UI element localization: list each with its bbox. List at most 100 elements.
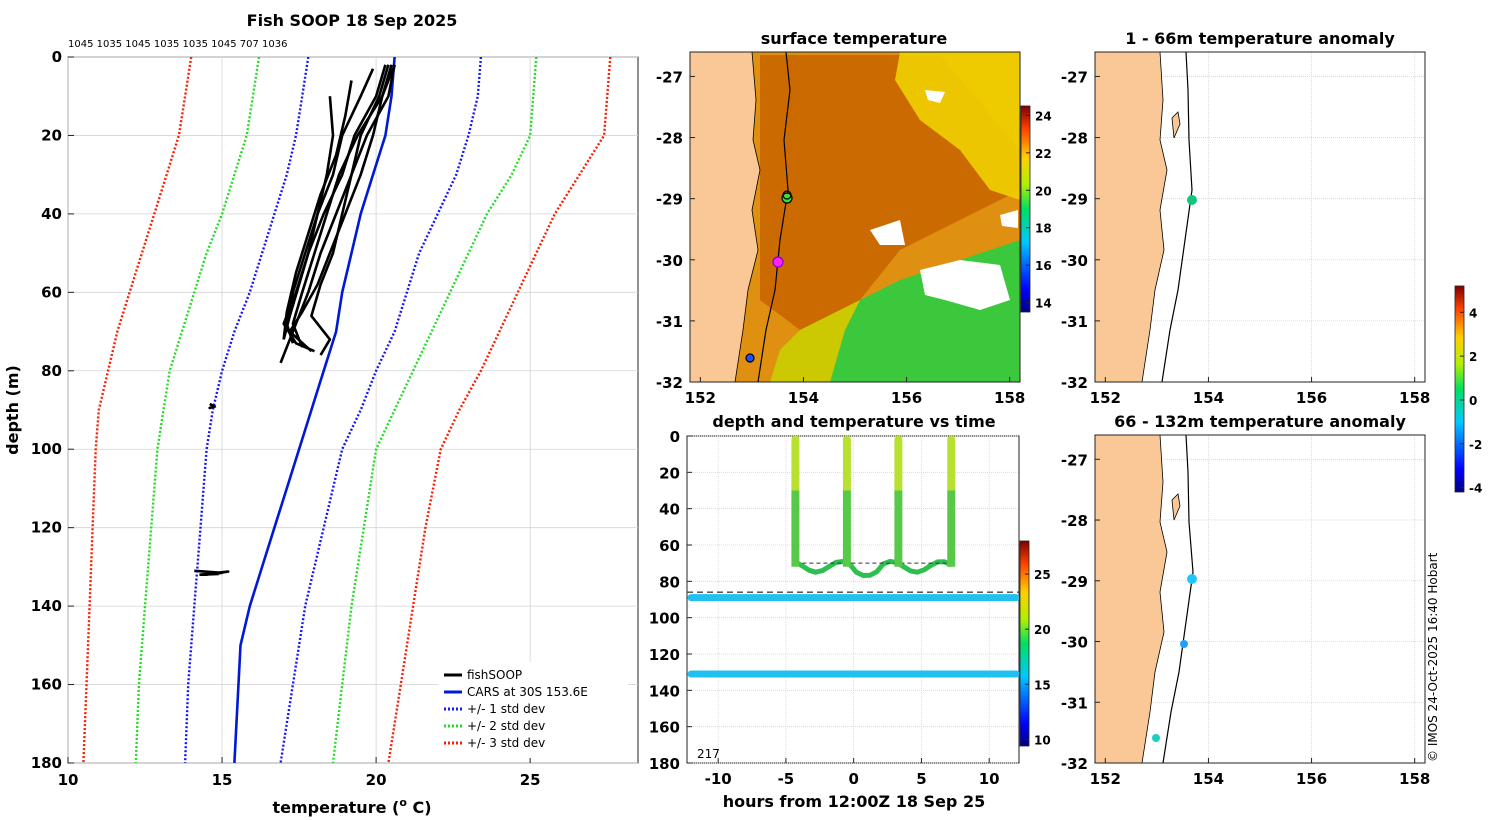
- anomaly-colorbar-tick-label: -4: [1469, 482, 1482, 496]
- anom-shallow-xtick-label: 154: [1193, 389, 1224, 407]
- anomaly-colorbar-tick-label: 0: [1469, 394, 1477, 408]
- surface-map-ytick-label: -31: [656, 313, 683, 331]
- surface-cast-marker: [781, 192, 793, 204]
- timeseries-ytick-label: 60: [659, 537, 680, 555]
- timeseries-ytick-label: 160: [649, 719, 680, 737]
- timeseries-xlabel: hours from 12:00Z 18 Sep 25: [723, 792, 985, 811]
- profile-legend: fishSOOP CARS at 30S 153.6E +/- 1 std de…: [438, 662, 628, 758]
- timeseries-xtick-label: -10: [705, 770, 732, 788]
- surface-map-ytick-label: -29: [656, 191, 683, 209]
- profile-panel: Fish SOOP 18 Sep 2025 1045 1035 1045 103…: [3, 11, 639, 817]
- legend-label-std3: +/- 3 std dev: [467, 736, 545, 750]
- anom-deep-ytick-label: -29: [1061, 573, 1088, 591]
- timeseries-bottom-track: [794, 558, 953, 578]
- sst-colorbar-tick-label: 22: [1035, 147, 1052, 161]
- surface-map-ytick-label: -28: [656, 130, 683, 148]
- anom-deep-ytick-label: -31: [1061, 694, 1088, 712]
- anomaly-colorbar-tick-label: 4: [1469, 306, 1477, 320]
- profile-title: Fish SOOP 18 Sep 2025: [247, 11, 458, 30]
- profile-series-line: [279, 57, 483, 763]
- fishsoop-cast-line: [208, 402, 217, 410]
- timeseries-ytick-label: 80: [659, 573, 680, 591]
- timeseries-colorbar-tick-label: 10: [1034, 733, 1051, 747]
- anom-shallow-xtick-label: 158: [1399, 389, 1430, 407]
- sst-white-gaps: [870, 90, 1018, 310]
- surface-map-ytick-label: -30: [656, 252, 683, 270]
- legend-label-std2: +/- 2 std dev: [467, 719, 545, 733]
- profile-xlabel: temperature (o C): [272, 796, 431, 817]
- anom-shallow-ytick-label: -30: [1061, 252, 1088, 270]
- profile-ytick-label: 80: [41, 362, 62, 380]
- surface-map-ytick-label: -32: [656, 374, 683, 392]
- timeseries-panel: depth and temperature vs time -10 -5 0 5 100…: [649, 412, 1051, 811]
- anomaly-colorbar-tick-label: -2: [1469, 438, 1482, 452]
- anom-deep-xtick-label: 154: [1193, 770, 1224, 788]
- anom-deep-title: 66 - 132m temperature anomaly: [1114, 412, 1406, 431]
- sst-colorbar-tick-label: 16: [1035, 259, 1052, 273]
- anom-deep-frame: [1094, 434, 1426, 764]
- profile-xtick-label: 10: [58, 771, 79, 789]
- profile-series-line: [134, 57, 261, 763]
- anom-deep-ticks: 152 154 156 158 -27 -28 -29 -30 -31 -32: [1061, 451, 1430, 788]
- anom-shallow-xtick-label: 156: [1296, 389, 1327, 407]
- anom-shallow-ytick-label: -28: [1061, 130, 1088, 148]
- timeseries-ytick-label: 140: [649, 682, 680, 700]
- legend-label-fishsoop: fishSOOP: [467, 668, 522, 682]
- profile-ytick-label: 120: [31, 519, 62, 537]
- anom-deep-marker-3: [1152, 734, 1160, 742]
- anomaly-deep-panel: 66 - 132m temperature anomaly 152 154 156 1…: [1061, 412, 1430, 788]
- sst-yellow-band: [770, 300, 860, 382]
- anom-deep-xtick-label: 152: [1090, 770, 1121, 788]
- timeseries-colorbar-tick-label: 15: [1034, 678, 1051, 692]
- anomaly-shallow-panel: 1 - 66m temperature anomaly 152 154 156 158…: [1061, 29, 1430, 407]
- fishsoop-cast-line: [282, 96, 335, 340]
- anom-deep-marker-2: [1180, 640, 1188, 648]
- profile-ytick-label: 40: [41, 205, 62, 223]
- timeseries-ytick-label: 180: [649, 755, 680, 773]
- sst-colorbar-tick-label: 24: [1035, 109, 1052, 123]
- anom-deep-ytick-label: -28: [1061, 512, 1088, 530]
- profile-cast-ids: 1045 1035 1045 1035 1035 1045 707 1036: [68, 39, 287, 50]
- surface-south-marker: [745, 353, 755, 363]
- profile-ytick-label: 20: [41, 126, 62, 144]
- anom-deep-island: [1171, 493, 1181, 521]
- profile-ticks: 10 15 20 25 0 20 40 60 80 100 120 140 160 180: [31, 48, 541, 789]
- profile-axes-box: [67, 56, 639, 764]
- surface-map-isobath: [757, 51, 791, 383]
- profile-ytick-label: 0: [52, 48, 62, 66]
- legend-box: [438, 662, 628, 758]
- anom-deep-xtick-label: 158: [1399, 770, 1430, 788]
- sst-colorbar-tick-label: 18: [1035, 222, 1052, 236]
- anomaly-colorbar: [1454, 285, 1465, 493]
- fishsoop-cast-line: [194, 569, 230, 576]
- timeseries-count-label: 217: [697, 747, 720, 761]
- profile-ytick-label: 160: [31, 676, 62, 694]
- surface-temperature-panel: surface temperature 152 154 156 158 -27 -28 -2…: [656, 29, 1052, 407]
- surface-highlight-marker: [772, 256, 784, 268]
- timeseries-ytick-label: 100: [649, 610, 680, 628]
- anom-deep-ytick-label: -32: [1061, 755, 1088, 773]
- timeseries-colorbar: [1019, 540, 1030, 747]
- anom-shallow-ytick-label: -27: [1061, 68, 1088, 86]
- anom-shallow-ytick-label: -32: [1061, 374, 1088, 392]
- sst-colorbar-tick-label: 20: [1035, 184, 1052, 198]
- surface-map-xtick-label: 156: [891, 389, 922, 407]
- fishsoop-cast-line: [291, 64, 396, 348]
- sst-colorbar-tick-label: 14: [1035, 297, 1052, 311]
- legend-label-std1: +/- 1 std dev: [467, 702, 545, 716]
- profile-lines: [82, 57, 612, 763]
- timeseries-ytick-label: 0: [670, 428, 680, 446]
- anom-deep-marker-1: [1187, 574, 1197, 584]
- profile-series-line: [183, 57, 310, 763]
- sst-colorbar: [1020, 105, 1031, 313]
- timeseries-grid: [687, 435, 1019, 764]
- timeseries-xtick-label: 5: [916, 770, 926, 788]
- profile-xtick-label: 20: [366, 771, 387, 789]
- anom-shallow-marker: [1187, 195, 1197, 205]
- surface-map-ytick-label: -27: [656, 68, 683, 86]
- profile-ytick-label: 60: [41, 283, 62, 301]
- sst-yellow-east: [895, 52, 1020, 200]
- anom-shallow-isobath: [1161, 51, 1193, 383]
- anom-shallow-ticks: 152 154 156 158 -27 -28 -29 -30 -31 -32: [1061, 68, 1430, 407]
